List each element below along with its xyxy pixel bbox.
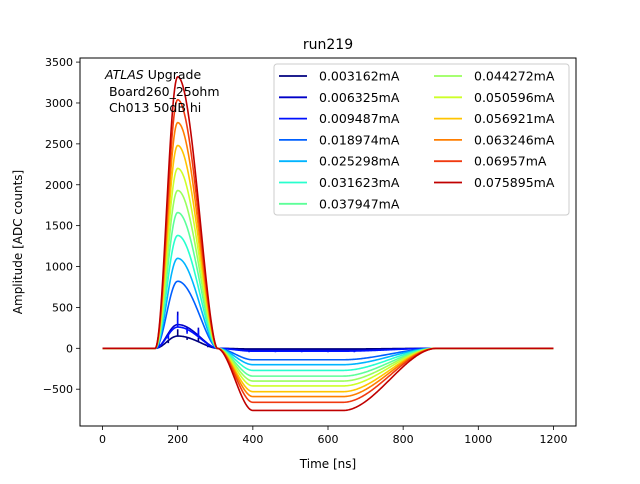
legend-label: 0.056921mA bbox=[474, 111, 555, 126]
annotation-atlas: ATLAS bbox=[104, 67, 144, 82]
x-axis-label: Time [ns] bbox=[299, 457, 356, 471]
series-spikes bbox=[158, 315, 356, 353]
series-spikes bbox=[158, 311, 356, 351]
chart-title: run219 bbox=[303, 37, 353, 53]
x-tick-label: 600 bbox=[318, 433, 339, 446]
series-group bbox=[102, 75, 554, 412]
legend: 0.003162mA 0.006325mA 0.009487mA 0.018974mA… bbox=[273, 63, 570, 216]
y-tick-label: 500 bbox=[52, 301, 73, 314]
x-tick-label: 800 bbox=[393, 433, 414, 446]
y-axis: −500 0 500 1000 1500 2000 2500 3000 3500 bbox=[43, 56, 80, 396]
annotation-line-2: Board260_25ohm bbox=[109, 84, 220, 99]
legend-label: 0.050596mA bbox=[474, 90, 555, 105]
legend-label: 0.075895mA bbox=[474, 175, 555, 190]
y-tick-label: 2500 bbox=[45, 138, 73, 151]
y-tick-label: 2000 bbox=[45, 179, 73, 192]
legend-label: 0.037947mA bbox=[319, 196, 400, 211]
legend-label: 0.063246mA bbox=[474, 132, 555, 147]
legend-label: 0.031623mA bbox=[319, 175, 400, 190]
series-line bbox=[102, 335, 554, 350]
x-tick-label: 200 bbox=[167, 433, 188, 446]
x-tick-label: 1200 bbox=[539, 433, 567, 446]
annotation-upgrade: Upgrade bbox=[144, 67, 202, 82]
legend-label: 0.025298mA bbox=[319, 154, 400, 169]
x-axis: 0 200 400 600 800 1000 1200 bbox=[99, 426, 567, 446]
legend-label: 0.06957mA bbox=[474, 154, 547, 169]
x-tick-label: 1000 bbox=[464, 433, 492, 446]
series-line bbox=[102, 75, 554, 412]
legend-label: 0.018974mA bbox=[319, 132, 400, 147]
legend-label: 0.044272mA bbox=[474, 69, 555, 84]
legend-box bbox=[273, 63, 570, 216]
series-spikes bbox=[158, 329, 356, 350]
legend-label: 0.006325mA bbox=[319, 90, 400, 105]
series-line bbox=[102, 323, 554, 352]
annotation-line-1: ATLAS Upgrade bbox=[104, 67, 201, 82]
y-tick-label: 1000 bbox=[45, 261, 73, 274]
legend-label: 0.009487mA bbox=[319, 111, 400, 126]
y-tick-label: −500 bbox=[43, 383, 73, 396]
x-tick-label: 0 bbox=[99, 433, 106, 446]
legend-label: 0.003162mA bbox=[319, 69, 400, 84]
x-tick-label: 400 bbox=[242, 433, 263, 446]
y-tick-label: 0 bbox=[66, 342, 73, 355]
y-tick-label: 3500 bbox=[45, 56, 73, 69]
y-axis-label: Amplitude [ADC counts] bbox=[11, 170, 25, 314]
annotation-line-3: Ch013 50dB hi bbox=[109, 100, 201, 115]
y-tick-label: 3000 bbox=[45, 97, 73, 110]
y-tick-label: 1500 bbox=[45, 220, 73, 233]
